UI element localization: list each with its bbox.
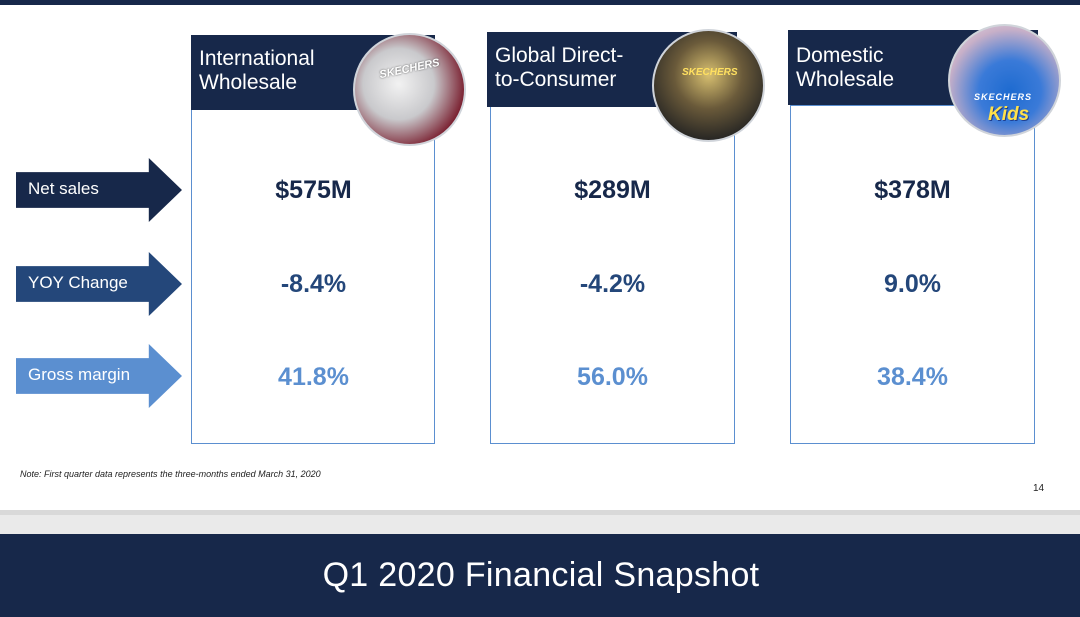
gross-margin-value: 41.8% (278, 363, 349, 391)
page-number: 14 (1033, 483, 1045, 494)
gross-margin-value: 38.4% (877, 363, 948, 391)
row-label-text: YOY Change (28, 273, 128, 292)
segment-column-international-wholesale (191, 105, 435, 444)
row-label-text: Gross margin (28, 365, 131, 384)
row-label-gross-margin: Gross margin (16, 344, 182, 408)
row-label-net-sales: Net sales (16, 158, 182, 222)
row-label-text: Net sales (28, 179, 99, 198)
footnote: Note: First quarter data represents the … (20, 469, 321, 479)
store-photo-brand: SKECHERS (378, 56, 441, 82)
separator-strip (0, 510, 1080, 534)
segment-column-domestic-wholesale (790, 105, 1035, 444)
top-band (0, 0, 1080, 5)
segment-header-line: International (199, 47, 315, 70)
slide-title: Q1 2020 Financial Snapshot (322, 556, 760, 594)
yoy-change-value: -4.2% (579, 270, 646, 298)
store-photo-brand: SKECHERS (974, 92, 1033, 102)
row-label-yoy-change: YOY Change (16, 252, 182, 316)
net-sales-value: $289M (574, 176, 651, 204)
store-photo-brand: SKECHERS (682, 67, 738, 78)
segment-header-line: Wholesale (796, 68, 895, 91)
net-sales-value: $378M (874, 176, 951, 204)
segment-header-line: Domestic (796, 44, 884, 67)
yoy-change-value: -8.4% (280, 270, 347, 298)
gross-margin-value: 56.0% (577, 363, 648, 391)
segment-header-line: Global Direct- (495, 44, 624, 67)
store-photo-domestic: SKECHERS Kids (948, 24, 1061, 137)
yoy-change-value: 9.0% (884, 270, 941, 298)
segment-header-line: to-Consumer (495, 68, 617, 91)
store-photo-dtc: SKECHERS (652, 29, 765, 142)
segment-column-global-dtc (490, 105, 735, 444)
separator-line (0, 510, 1080, 515)
slide: Net sales YOY Change Gross margin Intern… (0, 5, 1080, 510)
store-photo-kids: Kids (988, 104, 1030, 125)
segment-header-line: Wholesale (199, 71, 298, 94)
net-sales-value: $575M (275, 176, 352, 204)
title-banner: Q1 2020 Financial Snapshot (0, 534, 1080, 617)
store-photo-international: SKECHERS (353, 33, 466, 146)
